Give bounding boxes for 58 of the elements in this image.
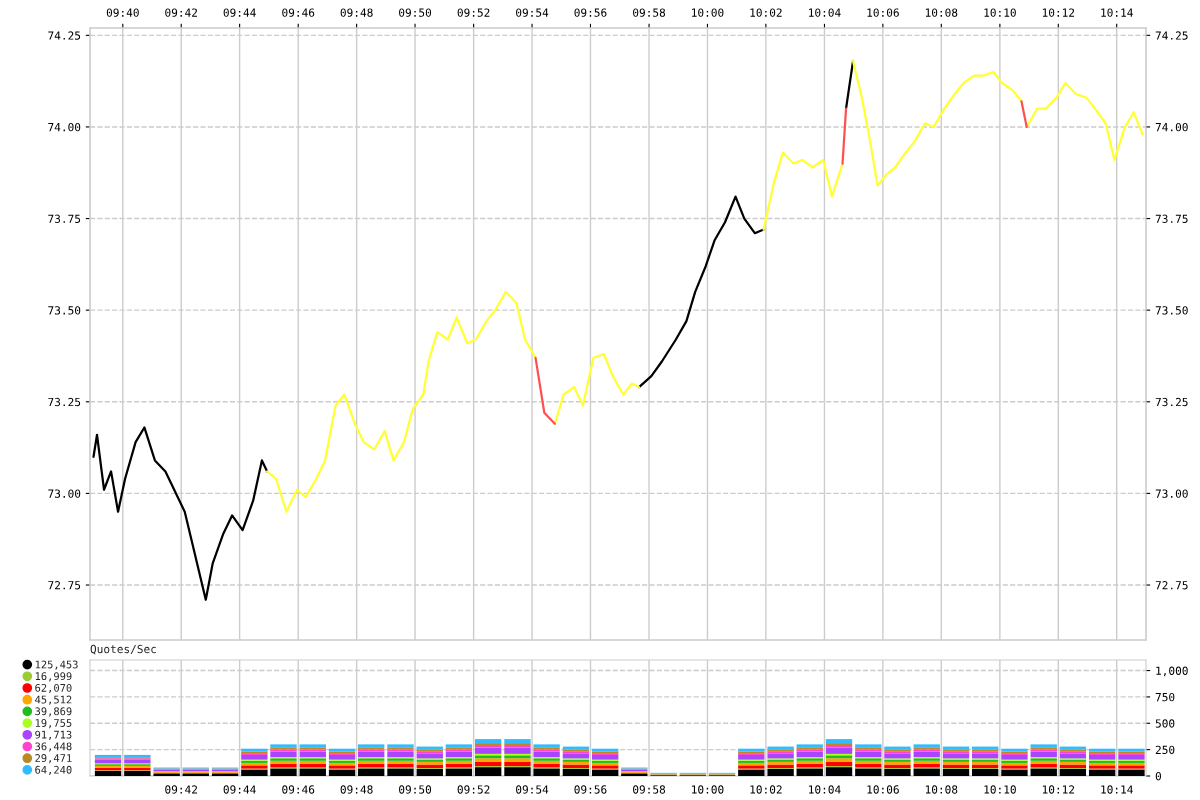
y-tick-label: 73.75 (48, 214, 81, 223)
x-tick-label: 10:12 (1042, 785, 1075, 794)
x-tick-label: 10:02 (750, 8, 782, 17)
x-tick-label: 09:40 (106, 8, 139, 17)
x-tick-label: 09:58 (633, 785, 666, 794)
x-tick-label: 09:56 (574, 8, 607, 17)
x-tick-label: 09:58 (633, 8, 666, 17)
y-tick-label: 72.75 (48, 581, 81, 590)
y-tick-label: 250 (1155, 745, 1175, 755)
y-tick-label: 1,000 (1156, 666, 1188, 677)
x-tick-label: 09:50 (399, 785, 432, 794)
chart-title: Quotes/Sec (90, 644, 156, 655)
x-tick-label: 10:08 (925, 785, 958, 794)
x-tick-label: 10:08 (925, 8, 958, 17)
y-tick-label: 74.25 (48, 31, 81, 40)
x-tick-label: 10:06 (867, 8, 899, 17)
legend-label: 19,755 (35, 719, 72, 729)
y-tick-label: 750 (1155, 692, 1175, 702)
legend-label: 29,471 (35, 754, 72, 764)
legend-label: 62,070 (35, 683, 72, 694)
x-tick-label: 10:02 (750, 785, 782, 794)
x-tick-label: 09:54 (516, 785, 549, 794)
x-tick-label: 09:46 (282, 8, 315, 17)
x-tick-label: 10:12 (1042, 8, 1075, 17)
y-tick-label: 73.00 (48, 489, 81, 498)
legend-label: 91,713 (35, 730, 72, 740)
x-tick-label: 09:56 (574, 785, 607, 794)
x-tick-label: 10:04 (809, 785, 841, 794)
x-tick-label: 10:04 (809, 8, 841, 17)
y-tick-label: 74.00 (48, 122, 81, 132)
x-tick-label: 09:48 (340, 8, 373, 17)
x-tick-label: 09:46 (282, 785, 315, 794)
x-tick-label: 09:44 (223, 8, 256, 17)
x-tick-label: 09:54 (516, 8, 549, 17)
x-tick-label: 09:42 (165, 8, 197, 17)
x-tick-label: 09:52 (457, 785, 490, 794)
x-tick-label: 10:14 (1101, 8, 1133, 17)
x-tick-label: 09:50 (399, 8, 432, 17)
x-tick-label: 09:42 (165, 785, 197, 794)
legend-label: 39,869 (35, 707, 72, 717)
x-tick-label: 09:52 (457, 8, 490, 17)
x-tick-label: 09:48 (340, 785, 373, 794)
y-tick-label: 73.25 (48, 397, 81, 407)
y-tick-label: 500 (1155, 719, 1175, 728)
x-tick-label: 09:44 (223, 785, 256, 794)
legend-label: 64,240 (35, 765, 72, 776)
x-tick-label: 10:10 (984, 8, 1016, 17)
x-tick-label: 10:06 (867, 785, 899, 794)
legend-label: 125,453 (35, 660, 78, 670)
y-tick-label: 0 (1155, 772, 1161, 781)
legend-label: 36,448 (35, 742, 72, 752)
x-tick-label: 10:00 (692, 8, 724, 17)
legend-label: 45,512 (35, 695, 72, 705)
x-tick-label: 10:00 (692, 785, 724, 794)
x-tick-label: 10:14 (1101, 785, 1133, 794)
y-tick-label: 73.50 (48, 306, 81, 315)
x-tick-label: 10:10 (984, 785, 1016, 794)
legend-label: 16,999 (35, 672, 72, 682)
